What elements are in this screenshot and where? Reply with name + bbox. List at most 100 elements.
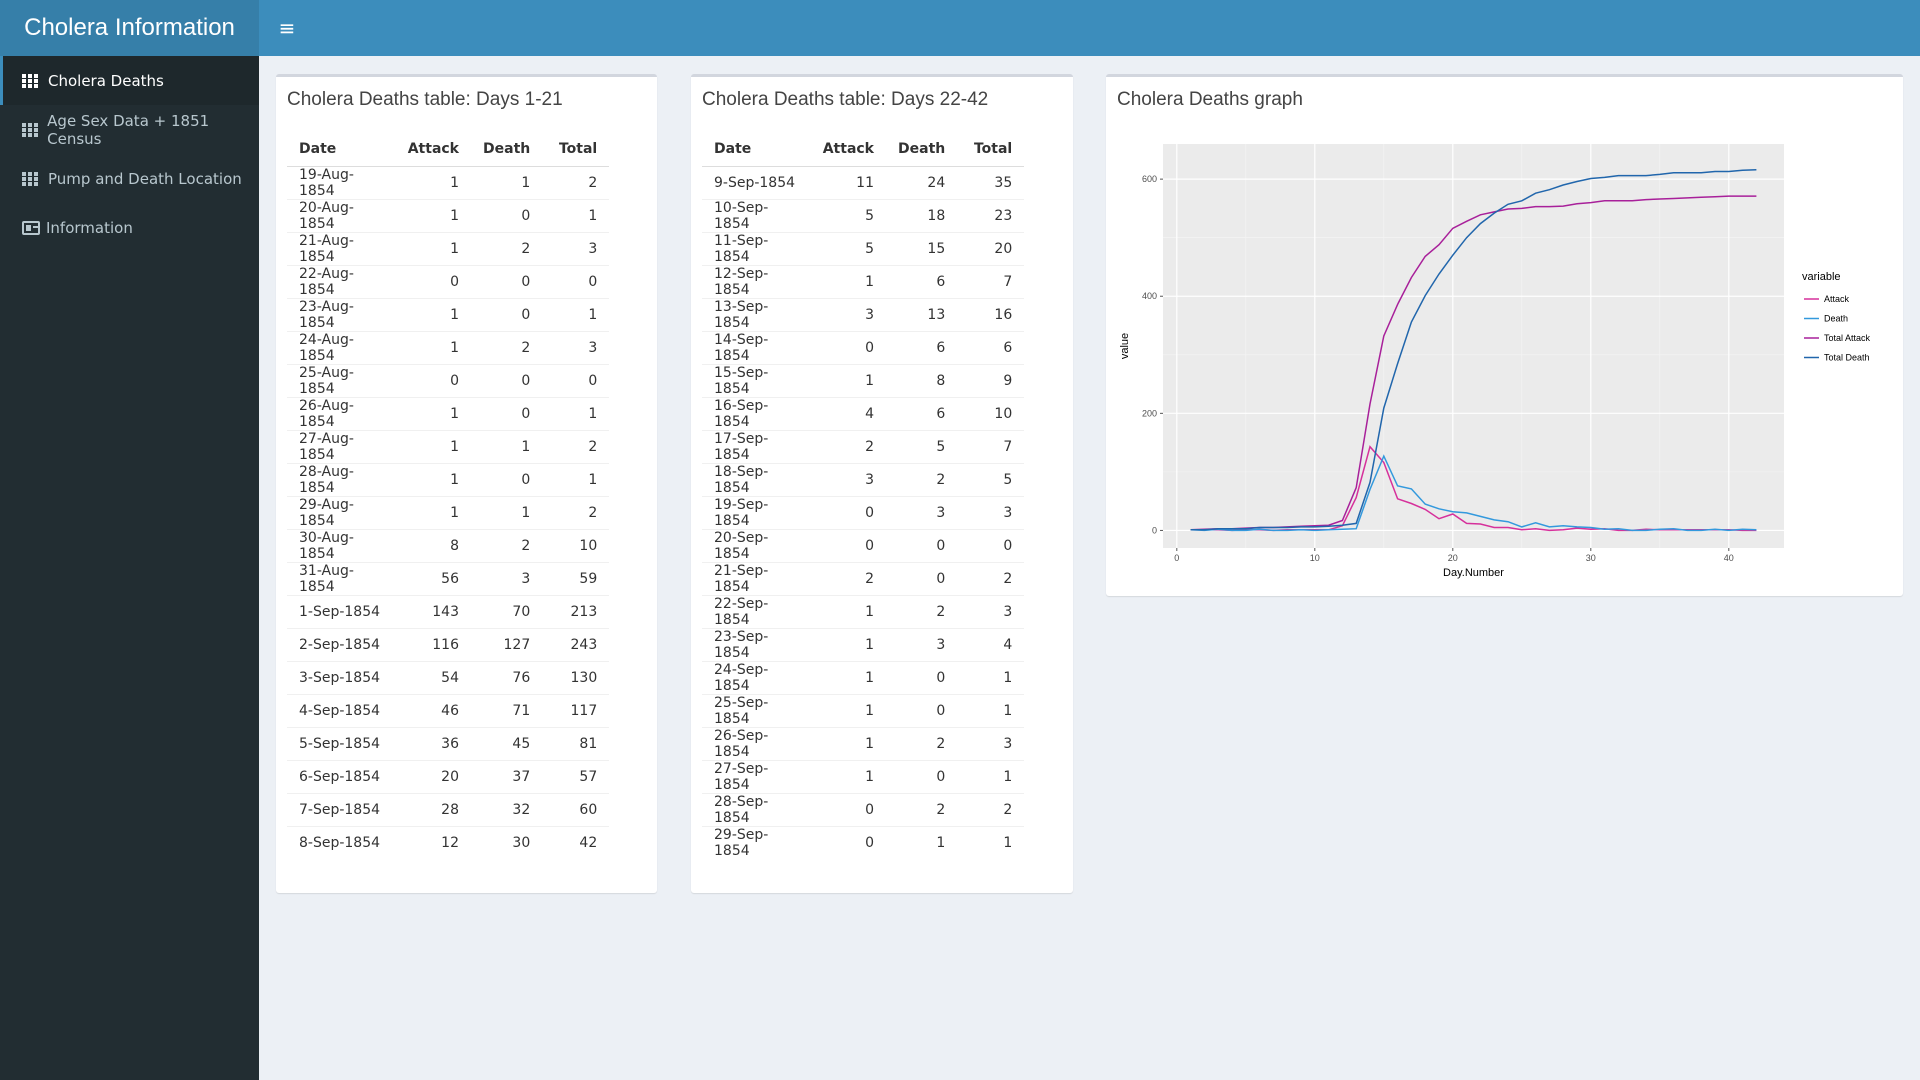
- attack-cell: 11: [809, 165, 886, 199]
- sidebar-item-pump-death-location[interactable]: Pump and Death Location: [0, 154, 259, 203]
- total-cell: 243: [542, 627, 610, 661]
- sidebar-item-cholera-deaths[interactable]: Cholera Deaths: [0, 56, 259, 105]
- attack-cell: 1: [394, 396, 471, 430]
- death-cell: 0: [471, 297, 543, 331]
- total-cell: 81: [542, 726, 610, 760]
- date-cell: 19-Aug-1854: [287, 165, 394, 199]
- box-title: Cholera Deaths graph: [1117, 89, 1303, 110]
- sidebar-item-label: Cholera Deaths: [48, 71, 164, 90]
- y-tick-label: 0: [1152, 525, 1157, 535]
- death-cell: 76: [471, 660, 543, 694]
- x-tick-label: 10: [1310, 553, 1320, 563]
- death-cell: 37: [471, 759, 543, 793]
- attack-cell: 0: [809, 495, 886, 529]
- x-tick-label: 20: [1448, 553, 1458, 563]
- death-cell: 1: [471, 495, 543, 529]
- death-cell: 0: [471, 264, 543, 298]
- date-cell: 5-Sep-1854: [287, 726, 394, 760]
- date-cell: 27-Sep-1854: [702, 759, 809, 793]
- legend-entry: Total Death: [1824, 353, 1870, 363]
- date-cell: 14-Sep-1854: [702, 330, 809, 364]
- date-cell: 25-Aug-1854: [287, 363, 394, 397]
- table-row: 30-Aug-1854 8 2 10: [287, 528, 610, 562]
- attack-cell: 4: [809, 396, 886, 430]
- attack-cell: 1: [394, 462, 471, 496]
- total-cell: 4: [957, 627, 1025, 661]
- column-header[interactable]: Death: [471, 133, 543, 167]
- sidebar-item-information[interactable]: Information: [0, 203, 259, 252]
- hamburger-icon[interactable]: ≡: [278, 16, 296, 40]
- total-cell: 59: [542, 561, 610, 595]
- table-row: 24-Sep-1854 1 0 1: [702, 660, 1025, 694]
- total-cell: 57: [542, 759, 610, 793]
- cholera-line-chart: 0 10 20 30 400200400600Day.Numbervaluevariab…: [1119, 144, 1871, 579]
- table-row: 4-Sep-1854 46 71 117: [287, 693, 610, 727]
- attack-cell: 0: [394, 363, 471, 397]
- total-cell: 6: [957, 330, 1025, 364]
- total-cell: 10: [542, 528, 610, 562]
- attack-cell: 1: [394, 495, 471, 529]
- sidebar-item-age-sex-data[interactable]: Age Sex Data + 1851 Census: [0, 105, 259, 154]
- attack-cell: 1: [809, 693, 886, 727]
- column-header[interactable]: Date: [287, 133, 394, 167]
- attack-cell: 1: [394, 330, 471, 364]
- date-cell: 24-Sep-1854: [702, 660, 809, 694]
- plot-panel: [1163, 144, 1784, 548]
- date-cell: 1-Sep-1854: [287, 594, 394, 628]
- date-cell: 16-Sep-1854: [702, 396, 809, 430]
- table-row: 23-Sep-1854 1 3 4: [702, 627, 1025, 661]
- table-icon: [22, 73, 42, 88]
- death-cell: 0: [471, 462, 543, 496]
- total-cell: 1: [957, 825, 1025, 859]
- date-cell: 4-Sep-1854: [287, 693, 394, 727]
- attack-cell: 56: [394, 561, 471, 595]
- table-row: 21-Aug-1854 1 2 3: [287, 231, 610, 265]
- table-row: 28-Aug-1854 1 0 1: [287, 462, 610, 496]
- box-title: Cholera Deaths table: Days 22-42: [702, 89, 989, 110]
- death-cell: 0: [886, 561, 958, 595]
- date-cell: 7-Sep-1854: [287, 792, 394, 826]
- death-cell: 6: [886, 396, 958, 430]
- table-row: 17-Sep-1854 2 5 7: [702, 429, 1025, 463]
- app-logo-title[interactable]: Cholera Information: [0, 0, 259, 56]
- column-header[interactable]: Attack: [394, 133, 471, 167]
- table-body: 9-Sep-1854 11 24 35 10-Sep-1854 5 18 23 11-Sep-1…: [702, 165, 1025, 859]
- series-line-total-death: [1190, 169, 1757, 531]
- date-cell: 18-Sep-1854: [702, 462, 809, 496]
- attack-cell: 0: [809, 825, 886, 859]
- total-cell: 1: [542, 396, 610, 430]
- total-cell: 3: [542, 231, 610, 265]
- table-header-row: Date Attack Death Total: [702, 133, 1025, 167]
- column-header[interactable]: Total: [542, 133, 610, 167]
- table-row: 25-Aug-1854 0 0 0: [287, 363, 610, 397]
- table-row: 25-Sep-1854 1 0 1: [702, 693, 1025, 727]
- table-row: 2-Sep-1854 116 127 243: [287, 627, 610, 661]
- attack-cell: 143: [394, 594, 471, 628]
- column-header[interactable]: Death: [886, 133, 958, 167]
- x-axis-label: Day.Number: [1443, 567, 1504, 579]
- attack-cell: 28: [394, 792, 471, 826]
- death-cell: 2: [471, 330, 543, 364]
- death-cell: 45: [471, 726, 543, 760]
- total-cell: 0: [542, 264, 610, 298]
- attack-cell: 1: [809, 363, 886, 397]
- column-header[interactable]: Total: [957, 133, 1025, 167]
- table-row: 15-Sep-1854 1 8 9: [702, 363, 1025, 397]
- date-cell: 13-Sep-1854: [702, 297, 809, 331]
- total-cell: 117: [542, 693, 610, 727]
- table-row: 28-Sep-1854 0 2 2: [702, 792, 1025, 826]
- x-tick-label: 40: [1724, 553, 1734, 563]
- deaths-table-1: Date Attack Death Total 19-Aug-1854 1 1 2 20…: [287, 133, 610, 859]
- attack-cell: 12: [394, 825, 471, 859]
- death-cell: 2: [886, 462, 958, 496]
- column-header[interactable]: Date: [702, 133, 809, 167]
- column-header[interactable]: Attack: [809, 133, 886, 167]
- death-cell: 1: [471, 165, 543, 199]
- sidebar: Cholera Deaths Age Sex Data + 1851 Censu…: [0, 56, 259, 1080]
- death-cell: 30: [471, 825, 543, 859]
- date-cell: 9-Sep-1854: [702, 165, 809, 199]
- table-body: 19-Aug-1854 1 1 2 20-Aug-1854 1 0 1 21-Aug-1854 1…: [287, 165, 610, 859]
- total-cell: 3: [957, 726, 1025, 760]
- attack-cell: 2: [809, 429, 886, 463]
- death-cell: 3: [471, 561, 543, 595]
